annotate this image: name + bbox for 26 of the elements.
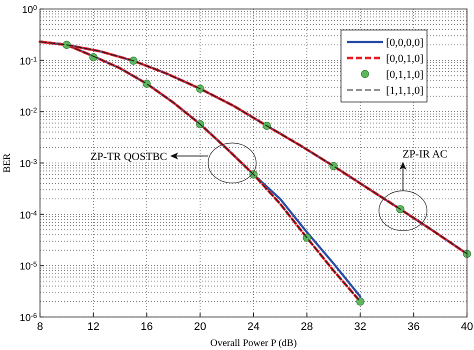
legend-label: [0,0,1,0] — [386, 53, 424, 65]
annotation: ZP-TR QOSTBC — [90, 151, 168, 163]
point — [356, 297, 364, 306]
x-tick-label: 20 — [194, 321, 206, 333]
point — [142, 80, 151, 88]
y-tick-label: 10$^{-6}$ — [20, 312, 38, 324]
legend-label: [0,1,1,0] — [386, 69, 424, 81]
y-tick-label: 10$^{0}$ — [22, 4, 38, 16]
y-tick-label: 10$^{-3}$ — [20, 158, 38, 170]
legend-label: [1,1,1,0] — [386, 85, 424, 97]
y-tick-label: 10$^{-1}$ — [20, 56, 38, 68]
y-tick-label: 10$^{-2}$ — [20, 107, 38, 119]
x-tick-label: 32 — [354, 321, 366, 333]
x-tick-label: 16 — [140, 321, 153, 333]
y-tick-label: 10$^{-4}$ — [20, 210, 38, 222]
y-tick-label: 10$^{-5}$ — [20, 261, 38, 273]
x-tick-label: 12 — [87, 321, 100, 333]
x-tick-label: 8 — [36, 321, 44, 333]
x-tick-label: 28 — [300, 321, 313, 333]
annotation: ZP-IR AC — [402, 148, 448, 161]
legend-label: [0,0,0,0] — [386, 37, 424, 49]
x-axis-title: Overall Power P (dB) — [210, 338, 297, 349]
x-tick-label: 40 — [460, 321, 474, 333]
y-axis-title: BER — [2, 152, 13, 173]
x-tick-label: 24 — [247, 321, 260, 333]
x-tick-label: 36 — [408, 321, 420, 333]
